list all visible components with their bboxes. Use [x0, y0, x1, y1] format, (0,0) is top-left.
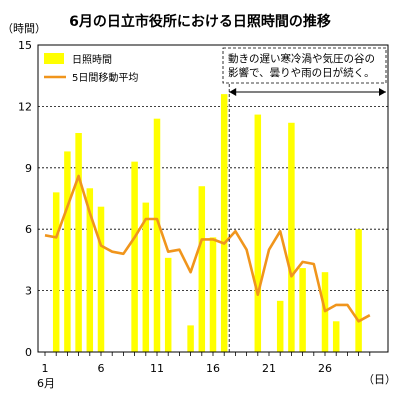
bar: [299, 268, 306, 352]
y-tick-label: 9: [25, 162, 32, 175]
legend-swatch-bar: [44, 53, 64, 64]
y-tick-label: 3: [25, 285, 32, 298]
bar: [142, 202, 150, 352]
y-tick-label: 15: [18, 39, 32, 52]
x-axis-label: （日）: [363, 373, 396, 386]
bar: [75, 133, 82, 352]
bar: [131, 161, 138, 352]
x-month-label: 6月: [37, 377, 55, 390]
annotation-text: 動きの遅い寒冷渦や気圧の谷の: [228, 52, 375, 65]
bar: [209, 237, 217, 352]
bar: [198, 186, 206, 352]
bar: [187, 325, 194, 352]
bar: [355, 229, 362, 352]
moving-average-line: [44, 174, 371, 323]
annotation-arrowhead-left: [229, 88, 237, 96]
bar: [254, 114, 262, 352]
x-tick-label: 1: [42, 362, 49, 375]
bar: [288, 122, 295, 352]
bar: [64, 151, 71, 352]
annotation-box: [222, 47, 387, 84]
bar: [164, 257, 172, 352]
x-tick-label: 26: [318, 362, 332, 375]
legend-label-bar: 日照時間: [72, 54, 112, 66]
x-tick-label: 16: [206, 362, 220, 375]
bar: [52, 192, 60, 352]
line-layer: [44, 174, 371, 323]
y-tick-label: 12: [18, 100, 32, 113]
bar: [153, 118, 161, 353]
bar: [276, 300, 284, 352]
y-tick-label: 0: [25, 346, 32, 359]
annotation-text: 影響で、曇りや雨の日が続く。: [228, 66, 375, 79]
y-axis-label: （時間）: [2, 22, 46, 35]
x-tick-label: 6: [98, 362, 105, 375]
bar: [97, 206, 105, 352]
bars-layer: [52, 94, 362, 353]
chart-title: 6月の日立市役所における日照時間の推移: [69, 13, 331, 30]
x-tick-label: 21: [262, 362, 276, 375]
annotation-arrowhead-right: [379, 88, 386, 96]
x-tick-label: 11: [150, 362, 164, 375]
bar: [86, 188, 94, 352]
y-tick-label: 6: [25, 223, 32, 236]
bar: [220, 94, 228, 353]
bar: [332, 321, 340, 352]
legend-label-line: 5日間移動平均: [72, 71, 138, 84]
legend: 日照時間 5日間移動平均: [44, 53, 138, 84]
